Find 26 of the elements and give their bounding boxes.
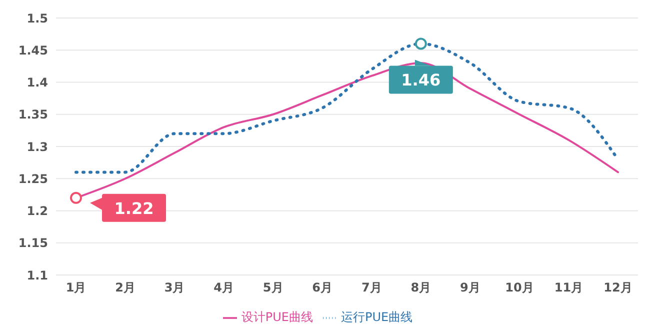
x-tick-label: 8月: [410, 280, 432, 295]
x-tick-label: 12月: [604, 280, 632, 295]
x-tick-label: 7月: [361, 280, 382, 295]
y-tick-label: 1.35: [18, 108, 48, 122]
y-tick-label: 1.2: [26, 204, 48, 218]
y-tick-label: 1.3: [26, 140, 48, 154]
x-tick-label: 1月: [66, 280, 86, 295]
legend-label: 运行PUE曲线: [341, 310, 413, 324]
x-tick-label: 3月: [164, 280, 185, 295]
legend-label: 设计PUE曲线: [241, 310, 313, 324]
y-tick-label: 1.25: [18, 172, 48, 186]
x-tick-label: 2月: [115, 280, 136, 295]
x-tick-label: 11月: [554, 280, 584, 295]
x-tick-label: 5月: [262, 280, 284, 295]
x-tick-label: 6月: [312, 280, 333, 295]
y-tick-label: 1.4: [26, 76, 48, 90]
x-tick-label: 10月: [505, 280, 534, 295]
x-tick-label: 9月: [460, 280, 480, 295]
y-tick-label: 1.15: [18, 236, 48, 250]
y-tick-label: 1.5: [26, 11, 48, 26]
annotation: 1.22: [114, 198, 154, 218]
x-tick-label: 4月: [214, 280, 234, 295]
annotation: 1.46: [401, 70, 441, 90]
y-tick-label: 1.1: [26, 268, 48, 282]
y-tick-label: 1.45: [18, 43, 48, 58]
point: [414, 38, 427, 50]
